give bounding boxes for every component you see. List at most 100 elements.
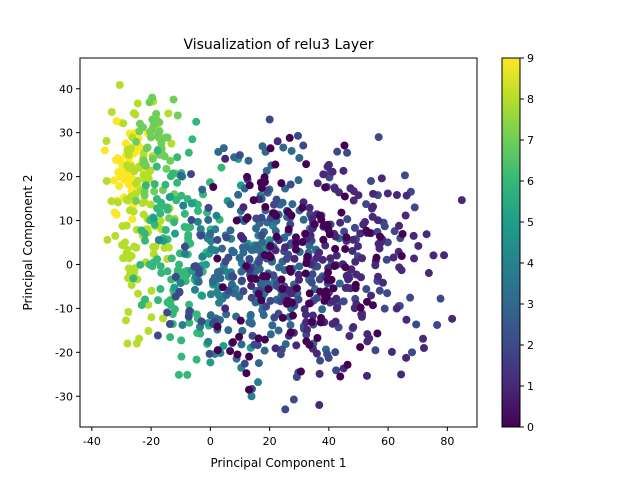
scatter-point — [313, 179, 322, 188]
scatter-point — [265, 115, 274, 124]
scatter-point — [167, 139, 176, 148]
scatter-point — [206, 229, 215, 238]
scatter-point — [133, 99, 142, 108]
scatter-point — [237, 276, 246, 285]
scatter-point — [376, 238, 385, 247]
scatter-point — [272, 195, 281, 204]
scatter-point — [323, 162, 332, 171]
scatter-point — [150, 180, 159, 189]
scatter-point — [243, 172, 252, 181]
scatter-point — [100, 146, 109, 155]
scatter-point — [368, 301, 377, 310]
scatter-point — [206, 290, 215, 299]
scatter-point — [374, 272, 383, 281]
scatter-point — [268, 321, 277, 330]
scatter-point — [167, 254, 176, 263]
scatter-point — [318, 305, 327, 314]
scatter-point — [266, 144, 275, 153]
scatter-point — [362, 200, 371, 209]
scatter-point — [375, 286, 384, 295]
scatter-point — [185, 300, 194, 309]
scatter-point — [123, 339, 132, 348]
scatter-point — [351, 280, 360, 289]
scatter-point — [312, 349, 321, 358]
scatter-point — [281, 405, 290, 414]
scatter-point — [305, 299, 314, 308]
colorbar-tick-label: 1 — [527, 380, 534, 393]
scatter-point — [254, 289, 263, 298]
scatter-point — [397, 370, 406, 379]
scatter-point — [213, 322, 222, 331]
scatter-point — [332, 251, 341, 260]
scatter-point — [212, 211, 221, 220]
scatter-point — [185, 306, 194, 315]
scatter-point — [123, 245, 132, 254]
scatter-point — [371, 346, 380, 355]
scatter-point — [319, 170, 328, 179]
scatter-point — [248, 331, 257, 340]
scatter-point — [165, 193, 174, 202]
scatter-point — [392, 190, 401, 199]
colorbar-tick-label: 3 — [527, 298, 534, 311]
scatter-point — [150, 220, 159, 229]
scatter-point — [226, 226, 235, 235]
scatter-point — [310, 220, 319, 229]
scatter-point — [368, 212, 377, 221]
scatter-point — [342, 233, 351, 242]
scatter-point — [196, 329, 205, 338]
scatter-point — [325, 230, 334, 239]
colorbar — [501, 57, 521, 428]
scatter-point — [340, 141, 349, 150]
scatter-point — [315, 211, 324, 220]
colorbar-tick-label: 2 — [527, 339, 534, 352]
scatter-point — [192, 355, 201, 364]
scatter-point — [147, 313, 156, 322]
scatter-point — [113, 198, 122, 207]
scatter-point — [131, 179, 140, 188]
scatter-point — [244, 385, 253, 394]
scatter-point — [224, 253, 233, 262]
scatter-point — [243, 213, 252, 222]
scatter-point — [141, 229, 150, 238]
scatter-point — [332, 304, 341, 313]
y-tick-label: -20 — [55, 346, 73, 359]
x-tick-label: 60 — [381, 435, 395, 448]
scatter-point — [307, 318, 316, 327]
scatter-point — [140, 191, 149, 200]
scatter-point — [298, 203, 307, 212]
scatter-point — [162, 164, 171, 173]
scatter-point — [360, 218, 369, 227]
scatter-point — [317, 313, 326, 322]
colorbar-tick-label: 7 — [527, 134, 534, 147]
y-tick-label: 30 — [59, 127, 73, 140]
scatter-point — [341, 284, 350, 293]
scatter-point — [419, 334, 428, 343]
scatter-point — [177, 352, 186, 361]
scatter-point — [232, 216, 241, 225]
x-axis-label: Principal Component 1 — [210, 456, 346, 470]
scatter-point — [272, 232, 281, 241]
scatter-point — [424, 269, 433, 278]
scatter-point — [180, 209, 189, 218]
scatter-point — [233, 350, 242, 359]
colorbar-tick-label: 6 — [527, 175, 534, 188]
scatter-point — [242, 243, 251, 252]
scatter-point — [219, 341, 228, 350]
scatter-point — [392, 304, 401, 313]
scatter-point — [156, 209, 165, 218]
scatter-point — [145, 98, 154, 107]
scatter-point — [302, 160, 311, 169]
scatter-point — [341, 263, 350, 272]
scatter-point — [150, 187, 159, 196]
scatter-point — [307, 278, 316, 287]
scatter-point — [333, 147, 342, 156]
scatter-point — [207, 244, 216, 253]
scatter-point — [315, 401, 324, 410]
scatter-point — [271, 246, 280, 255]
scatter-point — [226, 347, 235, 356]
scatter-point — [336, 218, 345, 227]
scatter-point — [290, 254, 299, 263]
scatter-point — [234, 190, 243, 199]
scatter-point — [255, 246, 264, 255]
scatter-point — [414, 241, 423, 250]
